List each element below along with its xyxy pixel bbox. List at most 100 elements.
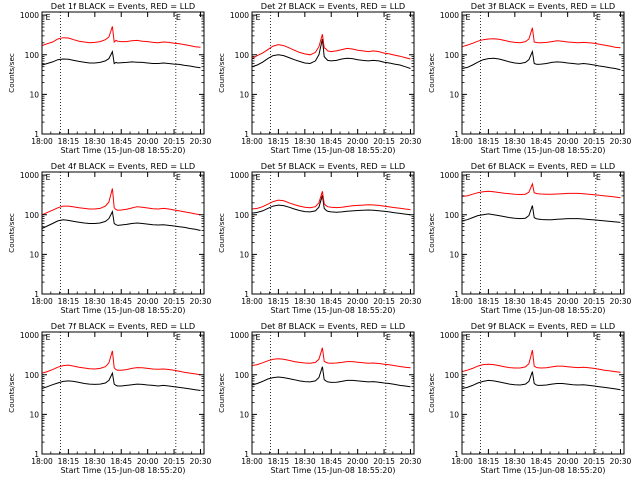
x-tick-label: 18:30 <box>504 137 526 146</box>
corner-marker: E <box>256 173 261 182</box>
series-line-lld <box>461 182 621 199</box>
series-line-lld <box>41 188 201 216</box>
y-tick-label: 100 <box>445 211 460 220</box>
series-line-lld <box>461 349 621 373</box>
y-tick-label: 1 <box>244 450 249 459</box>
x-tick-label: 18:15 <box>58 297 80 306</box>
x-tick-label: 20:00 <box>137 297 159 306</box>
x-tick-label: 18:00 <box>31 457 53 466</box>
y-tick-label: 1 <box>34 290 39 299</box>
y-tick-label: 1 <box>34 130 39 139</box>
x-tick-label: 18:30 <box>504 457 526 466</box>
corner-marker: E <box>466 13 471 22</box>
series-line-lld <box>41 26 201 48</box>
series-line-lld <box>251 34 411 60</box>
x-tick-label: 18:00 <box>451 137 473 146</box>
corner-marker: E <box>386 13 391 22</box>
x-tick-label: 18:00 <box>31 297 53 306</box>
plot-frame <box>251 11 415 135</box>
y-tick-label: 1000 <box>230 331 249 340</box>
y-axis-label: Counts/sec <box>7 373 16 413</box>
x-tick-label: 18:15 <box>478 137 500 146</box>
x-tick-label: 20:15 <box>373 457 395 466</box>
series-line-events <box>41 371 201 391</box>
corner-marker: E <box>46 333 51 342</box>
y-tick-label: 10 <box>29 90 39 99</box>
y-axis-label: Counts/sec <box>7 213 16 253</box>
corner-marker: E <box>386 333 391 342</box>
corner-marker: E <box>386 173 391 182</box>
y-tick-label: 1 <box>454 290 459 299</box>
x-tick-label: 20:30 <box>610 137 632 146</box>
y-axis-label: Counts/sec <box>217 373 226 413</box>
x-tick-label: 20:00 <box>137 457 159 466</box>
x-tick-label: 20:30 <box>190 137 212 146</box>
y-tick-label: 1000 <box>20 11 39 20</box>
y-tick-label: 1 <box>244 130 249 139</box>
x-tick-label: 18:00 <box>451 297 473 306</box>
plot-frame <box>461 331 625 455</box>
x-tick-label: 20:00 <box>347 457 369 466</box>
plot-frame <box>461 171 625 295</box>
series-line-lld <box>461 27 621 49</box>
corner-marker: E <box>176 173 181 182</box>
x-tick-label: 18:45 <box>530 137 552 146</box>
corner-marker: E <box>46 173 51 182</box>
plot-frame <box>41 171 205 295</box>
x-tick-label: 18:45 <box>530 297 552 306</box>
series-line-events <box>41 209 201 231</box>
series-line-events <box>251 38 411 69</box>
x-axis-label: Start Time (15-Jun-08 18:55:20) <box>271 306 396 315</box>
y-axis-label: Counts/sec <box>427 53 436 93</box>
panel-title: Det 2f BLACK = Events, RED = LLD <box>261 1 405 11</box>
x-tick-label: 18:15 <box>478 297 500 306</box>
y-tick-label: 1 <box>454 450 459 459</box>
panel-title: Det 5f BLACK = Events, RED = LLD <box>261 161 405 171</box>
panel-title: Det 9f BLACK = Events, RED = LLD <box>471 321 615 331</box>
plot-frame <box>41 331 205 455</box>
y-axis-label: Counts/sec <box>427 373 436 413</box>
corner-marker: E <box>46 13 51 22</box>
x-tick-label: 18:00 <box>31 137 53 146</box>
x-tick-label: 20:15 <box>163 457 185 466</box>
x-tick-label: 20:30 <box>610 297 632 306</box>
x-tick-label: 20:30 <box>400 137 422 146</box>
x-tick-label: 18:15 <box>58 457 80 466</box>
y-tick-label: 10 <box>239 90 249 99</box>
y-tick-label: 1000 <box>440 11 459 20</box>
panel-title: Det 3f BLACK = Events, RED = LLD <box>471 1 615 11</box>
x-tick-label: 20:00 <box>557 297 579 306</box>
y-tick-label: 100 <box>25 211 40 220</box>
series-line-events <box>251 195 411 216</box>
x-tick-label: 18:30 <box>294 457 316 466</box>
x-tick-label: 18:30 <box>294 297 316 306</box>
x-tick-label: 18:15 <box>58 137 80 146</box>
x-tick-label: 18:45 <box>110 457 132 466</box>
plot-frame <box>41 11 205 135</box>
series-line-events <box>461 371 621 391</box>
x-axis-label: Start Time (15-Jun-08 18:55:20) <box>61 306 186 315</box>
x-tick-label: 20:00 <box>557 137 579 146</box>
x-tick-label: 20:15 <box>373 137 395 146</box>
x-tick-label: 18:15 <box>268 457 290 466</box>
y-axis-label: Counts/sec <box>217 213 226 253</box>
x-tick-label: 20:30 <box>190 457 212 466</box>
y-tick-label: 100 <box>445 51 460 60</box>
y-tick-label: 100 <box>445 371 460 380</box>
corner-marker: E <box>176 13 181 22</box>
x-tick-label: 18:15 <box>478 457 500 466</box>
corner-marker: E <box>596 333 601 342</box>
panel-title: Det 6f BLACK = Events, RED = LLD <box>471 161 615 171</box>
x-tick-label: 18:00 <box>451 457 473 466</box>
y-axis-label: Counts/sec <box>217 53 226 93</box>
y-tick-label: 10 <box>29 410 39 419</box>
plot-frame <box>461 11 625 135</box>
x-tick-label: 20:15 <box>583 297 605 306</box>
